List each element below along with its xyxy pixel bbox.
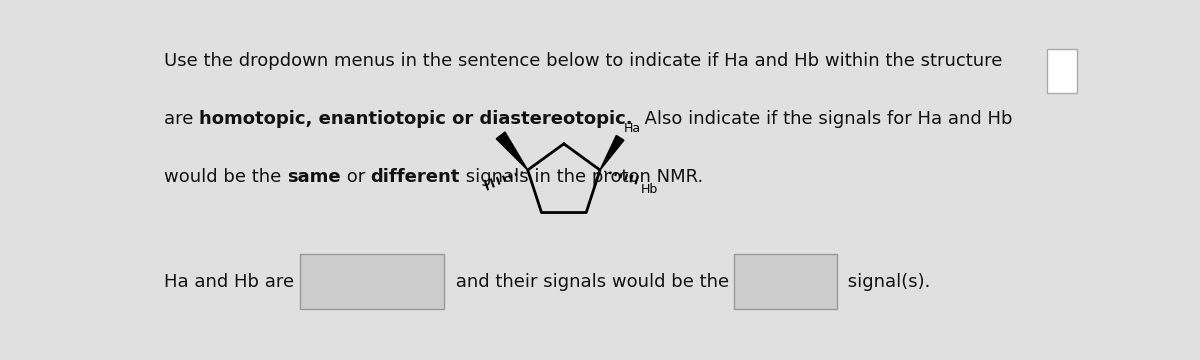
Text: and their signals would be the: and their signals would be the xyxy=(450,273,734,291)
Text: Hb: Hb xyxy=(641,183,658,196)
Text: Use the dropdown menus in the sentence below to indicate if Ha and Hb within the: Use the dropdown menus in the sentence b… xyxy=(164,51,1002,69)
Text: Ha and Hb are: Ha and Hb are xyxy=(164,273,300,291)
Text: Also indicate if the signals for Ha and Hb: Also indicate if the signals for Ha and … xyxy=(632,110,1013,128)
FancyBboxPatch shape xyxy=(300,254,444,309)
Text: signals in the proton NMR.: signals in the proton NMR. xyxy=(460,168,703,186)
Polygon shape xyxy=(497,132,528,170)
Text: different: different xyxy=(371,168,460,186)
Polygon shape xyxy=(600,135,624,170)
FancyBboxPatch shape xyxy=(1048,49,1078,93)
FancyBboxPatch shape xyxy=(734,254,836,309)
Text: Ha: Ha xyxy=(624,122,641,135)
Text: would be the: would be the xyxy=(164,168,287,186)
Text: homotopic, enantiotopic or diastereotopic.: homotopic, enantiotopic or diastereotopi… xyxy=(199,110,632,128)
Text: signal(s).: signal(s). xyxy=(842,273,931,291)
Text: same: same xyxy=(287,168,341,186)
Text: are: are xyxy=(164,110,199,128)
Text: or: or xyxy=(341,168,371,186)
